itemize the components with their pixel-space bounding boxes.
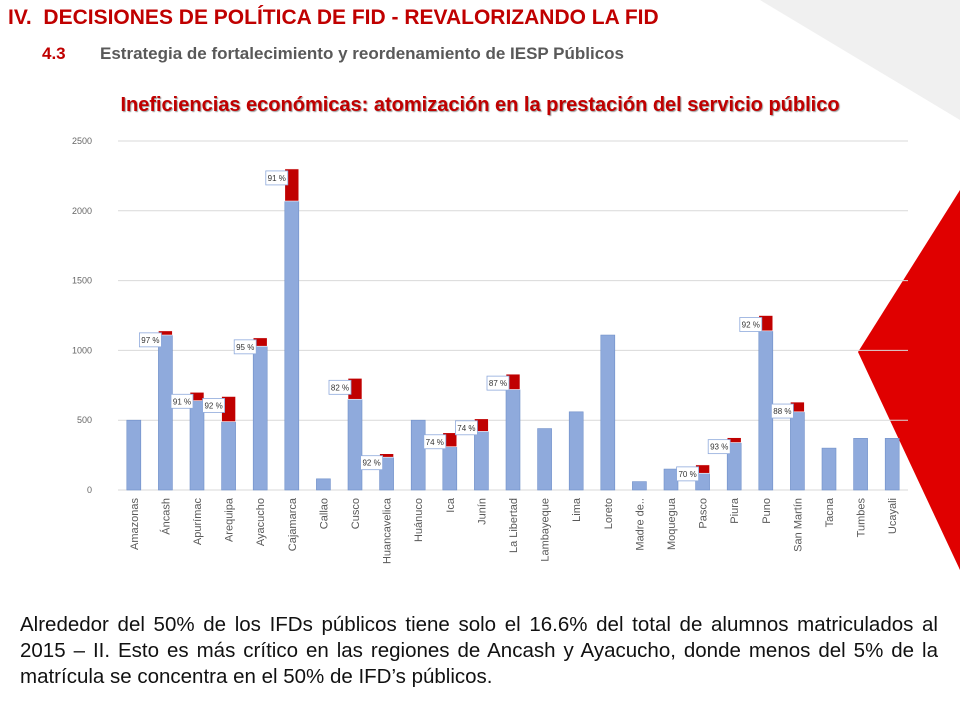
bar-segment xyxy=(884,438,900,491)
share-label-box xyxy=(265,170,289,186)
share-label-box xyxy=(138,332,162,348)
bar-segment xyxy=(284,200,300,491)
share-label-box xyxy=(170,393,194,409)
bar-segment xyxy=(790,411,805,491)
bar-segment xyxy=(505,389,521,491)
bar-segment xyxy=(252,345,268,491)
share-label: 91 % xyxy=(268,174,286,183)
share-label: 91 % xyxy=(173,397,191,406)
slide-title: IV. DECISIONES DE POLÍTICA DE FID - REVA… xyxy=(8,6,659,29)
share-label-box xyxy=(360,455,384,471)
x-tick-label: Lima xyxy=(571,497,583,522)
share-label: 87 % xyxy=(489,379,507,388)
x-tick-label: Huánuco xyxy=(413,498,425,542)
y-tick-label: 1000 xyxy=(72,345,92,355)
x-tick-label: Ayacucho xyxy=(255,498,267,546)
x-tick-label: Puno xyxy=(761,498,773,524)
share-label: 88 % xyxy=(773,407,791,416)
section-number: 4.3 xyxy=(42,44,66,63)
x-tick-label: Ucayali xyxy=(887,498,899,534)
share-label: 74 % xyxy=(426,438,444,447)
x-tick-label: Loreto xyxy=(603,498,615,529)
x-tick-label: Cusco xyxy=(350,498,362,529)
x-tick-label: Ica xyxy=(445,497,457,513)
x-tick-label: Tumbes xyxy=(856,498,868,538)
bar-segment xyxy=(347,398,363,491)
share-label-box xyxy=(771,403,794,419)
chart-title: Ineficiencias económicas: atomización en… xyxy=(120,94,839,116)
share-label-box xyxy=(676,466,699,482)
x-tick-label: Callao xyxy=(318,498,330,529)
x-tick-label: Arequipa xyxy=(224,497,236,542)
x-tick-label: La Libertad xyxy=(508,498,520,553)
bar-segment xyxy=(632,481,647,491)
share-label-box xyxy=(202,398,226,413)
share-label: 93 % xyxy=(710,443,728,452)
share-label-box xyxy=(707,439,731,455)
decor-triangle xyxy=(858,190,960,570)
share-label: 97 % xyxy=(141,336,159,345)
bar-segment xyxy=(442,446,458,491)
bar-segment xyxy=(221,421,236,491)
share-label: 95 % xyxy=(236,343,254,352)
section-subtitle: Estrategia de fortalecimiento y reordena… xyxy=(100,44,625,63)
x-tick-label: Apurímac xyxy=(192,498,204,546)
x-tick-label: Moquegua xyxy=(666,497,678,550)
y-tick-label: 2500 xyxy=(72,136,92,146)
bar-segment xyxy=(126,419,142,491)
bar-segment xyxy=(600,334,616,491)
bar-segment xyxy=(568,411,584,491)
x-tick-label: Amazonas xyxy=(129,498,141,550)
share-label-box xyxy=(454,420,478,436)
x-tick-label: Junín xyxy=(476,498,488,525)
y-tick-label: 0 xyxy=(87,485,92,495)
x-tick-label: Cajamarca xyxy=(287,497,299,551)
x-tick-label: San Martín xyxy=(792,498,804,552)
share-label-box xyxy=(328,379,352,395)
x-tick-label: Huancavelica xyxy=(382,497,394,564)
y-tick-label: 500 xyxy=(77,415,92,425)
bar-segment xyxy=(663,468,679,491)
x-tick-label: Madre de.. xyxy=(634,498,646,551)
bar-segment xyxy=(853,438,868,491)
body-text: Alrededor del 50% de los IFDs públicos t… xyxy=(20,613,938,688)
bar-segment xyxy=(537,428,552,491)
bar-segment xyxy=(158,334,173,491)
y-tick-label: 2000 xyxy=(72,206,92,216)
x-tick-label: Áncash xyxy=(159,498,172,535)
bar-segment xyxy=(316,478,331,491)
x-tick-label: Lambayeque xyxy=(540,498,552,562)
share-label: 92 % xyxy=(204,401,222,410)
x-tick-label: Pasco xyxy=(698,498,710,529)
share-label-box xyxy=(486,375,510,391)
share-label: 92 % xyxy=(362,459,380,468)
share-label-box xyxy=(739,317,763,332)
share-label-box xyxy=(423,434,447,450)
bar-segment xyxy=(189,400,205,491)
share-label-box xyxy=(233,339,257,355)
bar-segment xyxy=(758,330,774,491)
share-label: 82 % xyxy=(331,383,349,392)
share-label: 92 % xyxy=(742,321,760,330)
bar-segment xyxy=(410,419,426,491)
bar-segment xyxy=(821,447,837,491)
x-tick-label: Tacna xyxy=(824,497,836,527)
decor xyxy=(760,0,960,120)
share-label: 70 % xyxy=(678,470,696,479)
y-tick-label: 1500 xyxy=(72,276,92,286)
x-tick-label: Piura xyxy=(729,497,741,524)
bar-segment xyxy=(474,431,489,491)
share-label: 74 % xyxy=(457,424,475,433)
